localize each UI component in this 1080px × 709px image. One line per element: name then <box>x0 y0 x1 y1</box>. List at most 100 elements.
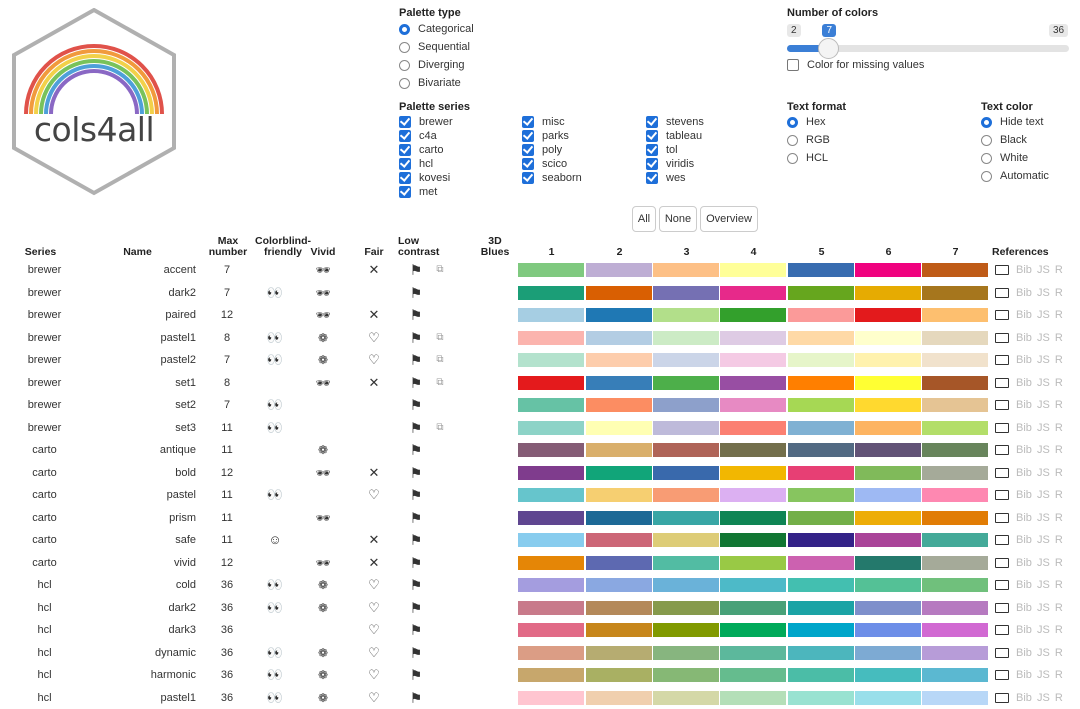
color-swatch[interactable] <box>720 601 786 615</box>
color-swatch[interactable] <box>653 533 719 547</box>
book-icon[interactable] <box>995 468 1009 478</box>
book-icon[interactable] <box>995 603 1009 613</box>
header-low-contrast[interactable]: Low contrast <box>398 236 448 258</box>
color-swatch[interactable] <box>653 488 719 502</box>
radio-icon[interactable] <box>399 78 410 89</box>
references-links[interactable]: Bib JS R <box>1016 484 1076 507</box>
references-links[interactable]: Bib JS R <box>1016 529 1076 552</box>
color-swatch[interactable] <box>586 308 652 322</box>
color-swatch[interactable] <box>653 646 719 660</box>
color-swatch[interactable] <box>720 286 786 300</box>
color-swatch[interactable] <box>518 331 584 345</box>
color-swatch[interactable] <box>922 533 988 547</box>
references-links[interactable]: Bib JS R <box>1016 349 1076 372</box>
book-icon[interactable] <box>995 400 1009 410</box>
color-swatch[interactable] <box>788 556 854 570</box>
color-swatch[interactable] <box>855 511 921 525</box>
color-swatch[interactable] <box>518 623 584 637</box>
header-series[interactable]: Series <box>18 247 63 258</box>
book-icon[interactable] <box>995 693 1009 703</box>
references-links[interactable]: Bib JS R <box>1016 394 1076 417</box>
color-swatch[interactable] <box>653 421 719 435</box>
color-swatch[interactable] <box>922 376 988 390</box>
color-swatch[interactable] <box>788 533 854 547</box>
book-icon[interactable] <box>995 513 1009 523</box>
color-swatch[interactable] <box>653 286 719 300</box>
color-swatch[interactable] <box>788 353 854 367</box>
color-swatch[interactable] <box>586 578 652 592</box>
checkbox-checked-icon[interactable] <box>522 144 534 156</box>
check-viridis[interactable]: viridis <box>646 157 704 171</box>
color-swatch[interactable] <box>855 668 921 682</box>
book-icon[interactable] <box>995 378 1009 388</box>
radio-bivariate[interactable]: Bivariate <box>399 74 474 92</box>
checkbox-checked-icon[interactable] <box>646 130 658 142</box>
color-swatch[interactable] <box>653 578 719 592</box>
color-swatch[interactable] <box>788 646 854 660</box>
color-swatch[interactable] <box>922 691 988 705</box>
color-swatch[interactable] <box>653 668 719 682</box>
color-swatch[interactable] <box>788 601 854 615</box>
none-button[interactable]: None <box>659 206 697 232</box>
color-swatch[interactable] <box>653 443 719 457</box>
color-swatch[interactable] <box>720 421 786 435</box>
color-swatch[interactable] <box>586 421 652 435</box>
check-seaborn[interactable]: seaborn <box>522 171 582 185</box>
color-swatch[interactable] <box>922 646 988 660</box>
radio-icon[interactable] <box>981 153 992 164</box>
color-swatch[interactable] <box>586 331 652 345</box>
color-swatch[interactable] <box>788 398 854 412</box>
checkbox-checked-icon[interactable] <box>646 172 658 184</box>
check-hcl[interactable]: hcl <box>399 157 453 171</box>
color-swatch[interactable] <box>855 533 921 547</box>
references-links[interactable]: Bib JS R <box>1016 304 1076 327</box>
radio-white[interactable]: White <box>981 149 1049 167</box>
color-swatch[interactable] <box>518 646 584 660</box>
book-icon[interactable] <box>995 445 1009 455</box>
radio-sequential[interactable]: Sequential <box>399 38 474 56</box>
color-swatch[interactable] <box>788 488 854 502</box>
color-swatch[interactable] <box>518 533 584 547</box>
radio-hex[interactable]: Hex <box>787 113 830 131</box>
radio-icon[interactable] <box>787 135 798 146</box>
book-icon[interactable] <box>995 423 1009 433</box>
check-wes[interactable]: wes <box>646 171 704 185</box>
book-icon[interactable] <box>995 333 1009 343</box>
book-icon[interactable] <box>995 670 1009 680</box>
radio-icon[interactable] <box>399 42 410 53</box>
color-swatch[interactable] <box>586 488 652 502</box>
color-swatch[interactable] <box>720 511 786 525</box>
color-swatch[interactable] <box>922 466 988 480</box>
color-swatch[interactable] <box>518 376 584 390</box>
color-swatch[interactable] <box>586 533 652 547</box>
color-swatch[interactable] <box>922 578 988 592</box>
color-swatch[interactable] <box>855 623 921 637</box>
overview-button[interactable]: Overview <box>700 206 758 232</box>
color-swatch[interactable] <box>922 308 988 322</box>
color-swatch[interactable] <box>518 668 584 682</box>
color-swatch[interactable] <box>922 668 988 682</box>
color-swatch[interactable] <box>720 623 786 637</box>
radio-selected-icon[interactable] <box>981 117 992 128</box>
color-swatch[interactable] <box>586 443 652 457</box>
color-swatch[interactable] <box>586 601 652 615</box>
color-swatch[interactable] <box>855 398 921 412</box>
color-swatch[interactable] <box>653 601 719 615</box>
color-swatch[interactable] <box>653 263 719 277</box>
color-swatch[interactable] <box>586 286 652 300</box>
color-swatch[interactable] <box>653 376 719 390</box>
check-met[interactable]: met <box>399 185 453 199</box>
color-swatch[interactable] <box>788 331 854 345</box>
header-max-number[interactable]: Max number <box>206 236 250 258</box>
